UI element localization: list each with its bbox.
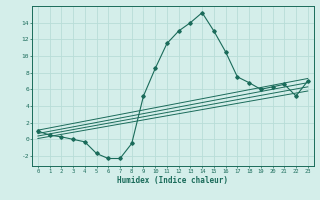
X-axis label: Humidex (Indice chaleur): Humidex (Indice chaleur) <box>117 176 228 185</box>
